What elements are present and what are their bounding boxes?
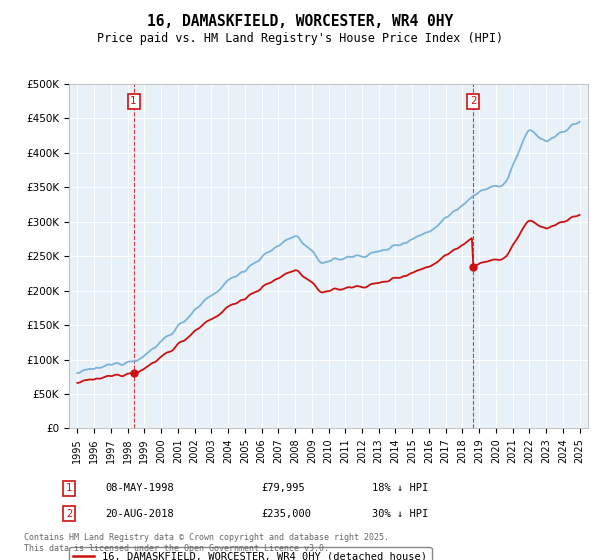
Text: Contains HM Land Registry data © Crown copyright and database right 2025.
This d: Contains HM Land Registry data © Crown c…: [24, 533, 389, 553]
Text: 20-AUG-2018: 20-AUG-2018: [105, 508, 174, 519]
Text: 08-MAY-1998: 08-MAY-1998: [105, 483, 174, 493]
Text: £235,000: £235,000: [261, 508, 311, 519]
Text: 1: 1: [130, 96, 137, 106]
Text: 2: 2: [470, 96, 476, 106]
Text: 18% ↓ HPI: 18% ↓ HPI: [372, 483, 428, 493]
Text: 2: 2: [66, 508, 72, 519]
Text: 1: 1: [66, 483, 72, 493]
Text: 16, DAMASKFIELD, WORCESTER, WR4 0HY: 16, DAMASKFIELD, WORCESTER, WR4 0HY: [147, 14, 453, 29]
Text: £79,995: £79,995: [261, 483, 305, 493]
Text: Price paid vs. HM Land Registry's House Price Index (HPI): Price paid vs. HM Land Registry's House …: [97, 32, 503, 45]
Text: 30% ↓ HPI: 30% ↓ HPI: [372, 508, 428, 519]
Legend: 16, DAMASKFIELD, WORCESTER, WR4 0HY (detached house), HPI: Average price, detach: 16, DAMASKFIELD, WORCESTER, WR4 0HY (det…: [69, 547, 431, 560]
